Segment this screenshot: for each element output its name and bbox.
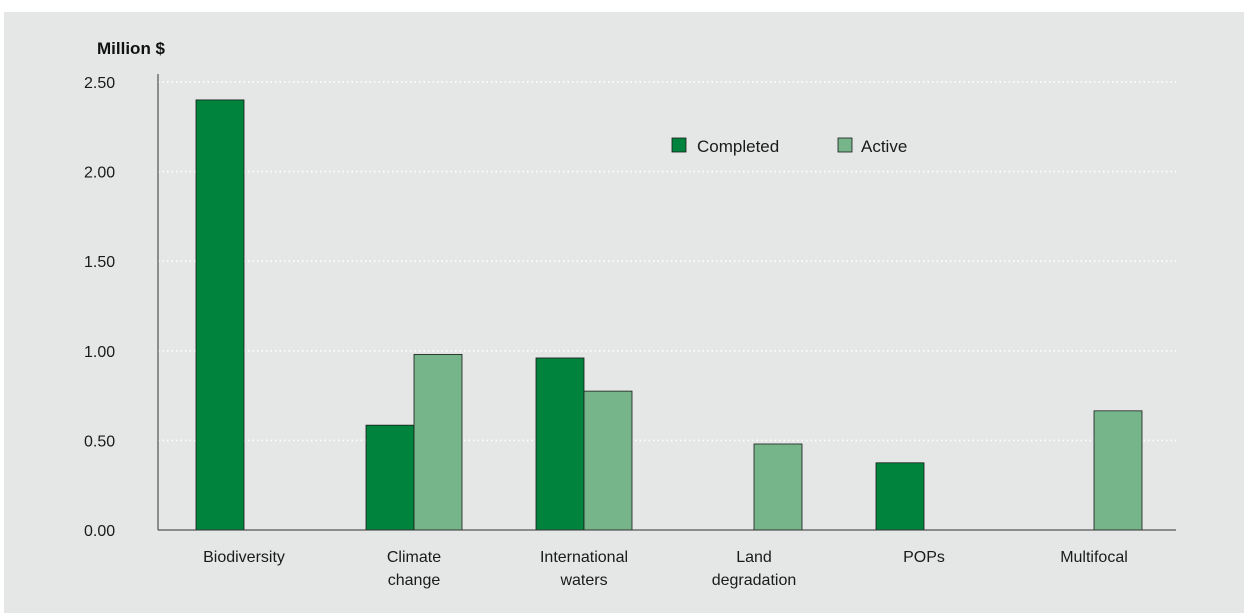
y-tick-label: 2.00 (84, 165, 115, 182)
x-tick-label: waters (559, 572, 607, 589)
x-tick-label: POPs (903, 549, 945, 566)
y-tick-label: 1.50 (84, 254, 115, 271)
legend-label-completed: Completed (697, 137, 779, 156)
x-tick-label: change (388, 572, 441, 589)
labels-layer: 0.00 0.50 1.00 1.50 2.00 2.50 Biodiversity Clim… (84, 75, 1128, 589)
bar-active-5 (1093, 410, 1143, 531)
legend-swatch-completed (671, 137, 687, 153)
bars-layer (195, 99, 1143, 531)
bar-completed-4 (875, 462, 925, 531)
bar-active-2 (583, 390, 633, 531)
bar-completed-1 (365, 424, 415, 531)
bar-completed-0 (195, 99, 245, 531)
y-axis-title: Million $ (97, 39, 166, 58)
bar-completed-2 (535, 357, 585, 531)
grid-layer (158, 81, 1176, 442)
y-tick-label: 0.00 (84, 523, 115, 540)
legend-swatch-active (837, 137, 853, 153)
bar-active-3 (753, 443, 803, 531)
bar-active-1 (413, 353, 463, 531)
x-tick-label: degradation (712, 572, 797, 589)
axis-layer (157, 74, 1176, 531)
x-tick-label: Climate (387, 549, 441, 566)
x-tick-label: Multifocal (1060, 549, 1128, 566)
x-tick-label: International (540, 549, 628, 566)
y-tick-label: 1.00 (84, 344, 115, 361)
legend-label-active: Active (861, 137, 907, 156)
y-tick-label: 2.50 (84, 75, 115, 92)
x-tick-label: Land (736, 549, 772, 566)
x-tick-label: Biodiversity (203, 549, 285, 566)
legend: Completed Active (671, 137, 907, 156)
y-tick-label: 0.50 (84, 433, 115, 450)
